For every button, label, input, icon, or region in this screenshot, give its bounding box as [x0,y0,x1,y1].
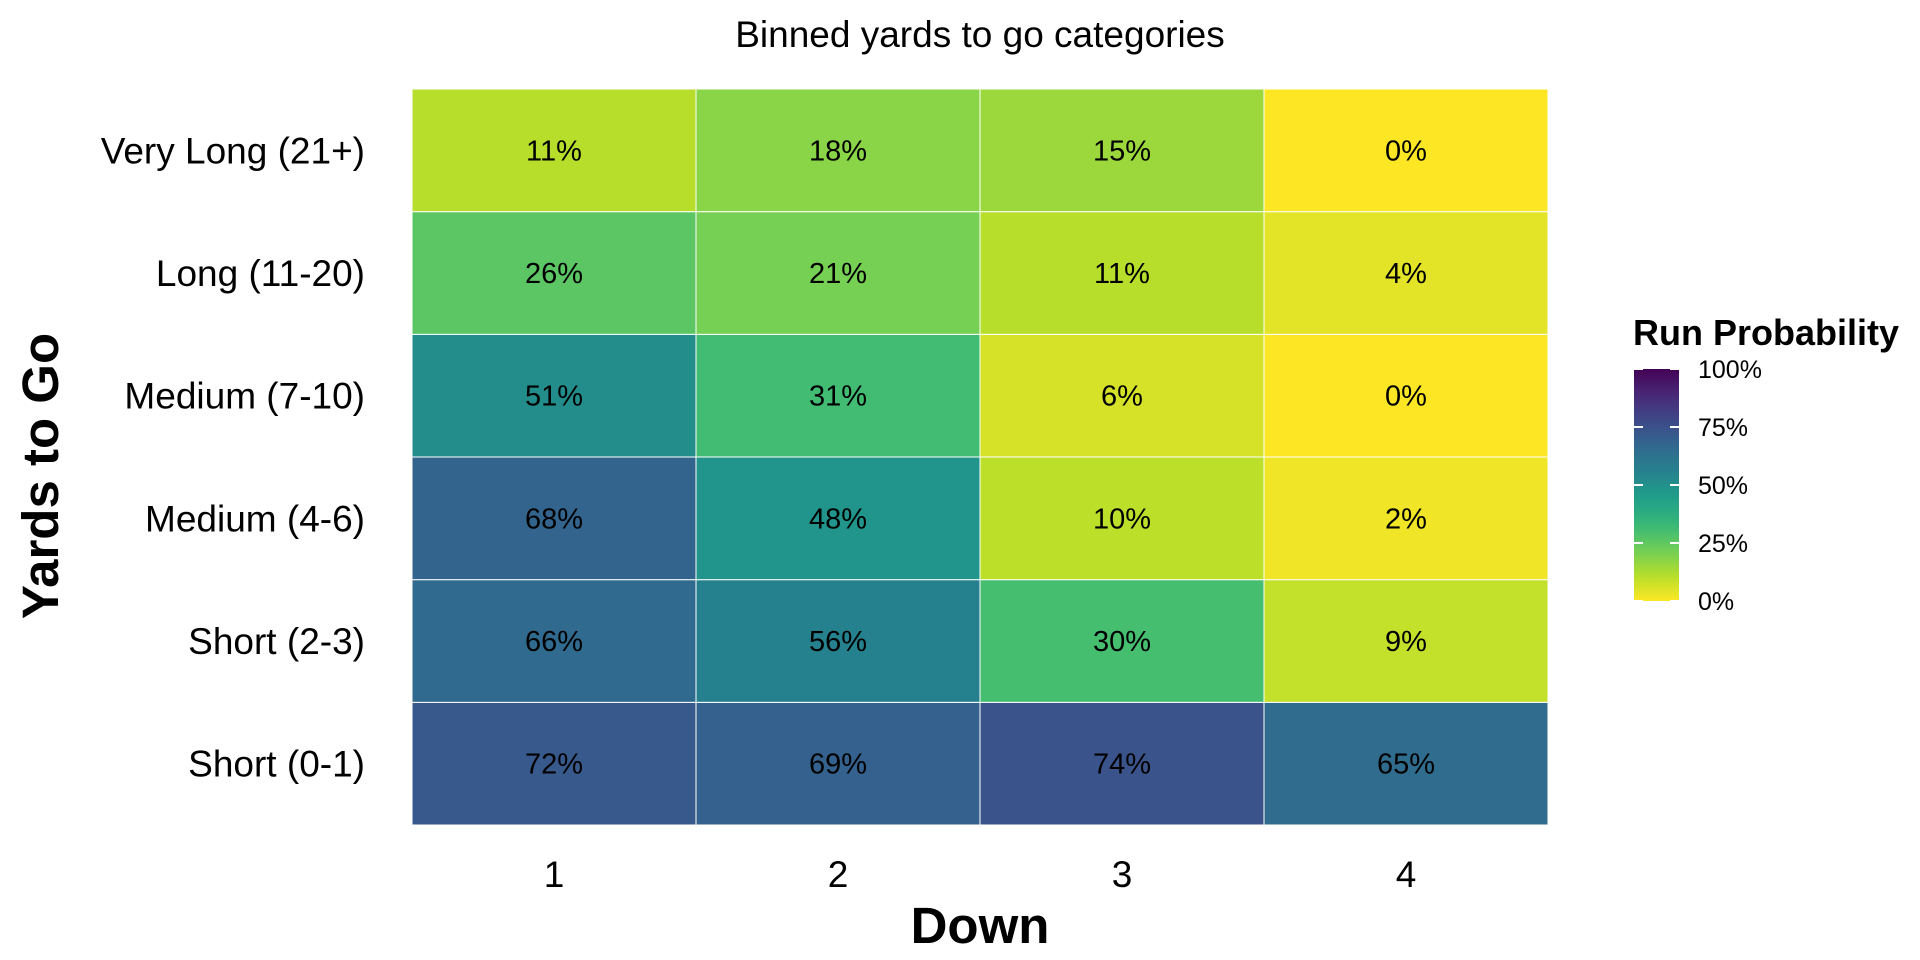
cell-value-label: 21% [809,258,867,290]
chart-title: Binned yards to go categories [735,14,1225,55]
heatmap-cell-short-0-1-down-2 [695,701,981,826]
x-tick-label-2: 2 [828,854,849,895]
x-axis-title: Down [911,897,1050,954]
heatmap-cell-medium-7-10-down-3 [979,333,1265,458]
cell-value-label: 48% [809,503,867,535]
cell-value-label: 15% [1093,135,1151,167]
heatmap-cell-short-2-3-down-3 [979,579,1265,703]
y-tick-label-medium-7-10: Medium (7-10) [124,376,365,417]
cell-value-label: 68% [525,503,583,535]
cell-value-label: 0% [1385,381,1427,413]
cell-value-label: 66% [525,626,583,658]
cell-value-label: 2% [1385,503,1427,535]
heatmap-cell-long-11-20-down-1 [411,211,697,335]
y-tick-label-very-long-21: Very Long (21+) [101,130,365,171]
heatmap-cell-medium-4-6-down-2 [695,456,981,581]
y-tick-label-medium-4-6: Medium (4-6) [145,498,365,539]
heatmap-cell-short-2-3-down-2 [695,579,981,703]
heatmap-cell-very-long-21-down-1 [411,88,697,213]
cell-value-label: 0% [1385,135,1427,167]
cell-value-label: 69% [809,749,867,781]
x-tick-label-3: 3 [1112,854,1133,895]
heatmap-cell-very-long-21-down-4 [1263,88,1549,213]
y-axis-title: Yards to Go [12,333,69,619]
legend-tick-label-25: 25% [1698,530,1748,558]
cell-value-label: 65% [1377,749,1435,781]
color-legend: Run Probability 0% 25% 50% 75% 100% [1633,312,1899,616]
heatmap-cell-very-long-21-down-2 [695,88,981,213]
legend-title: Run Probability [1633,312,1899,353]
x-axis-tick-labels: 1 2 3 4 [544,854,1417,895]
cell-value-label: 11% [1094,258,1150,290]
cell-value-label: 4% [1385,258,1427,290]
heatmap-cell-medium-4-6-down-4 [1263,456,1549,581]
y-tick-label-short-0-1: Short (0-1) [188,744,365,785]
cell-value-label: 18% [809,135,867,167]
cell-value-label: 51% [525,381,583,413]
heatmap-cell-medium-7-10-down-1 [411,333,697,458]
heatmap-cell-medium-7-10-down-4 [1263,333,1549,458]
cell-value-label: 6% [1101,381,1143,413]
cell-value-label: 72% [525,749,583,781]
cell-value-label: 10% [1093,503,1151,535]
x-tick-label-4: 4 [1396,854,1417,895]
heatmap-cell-very-long-21-down-3 [979,88,1265,213]
heatmap-cell-labels: 72% 69% 74% 65% 66% 56% 30% 9% 68% 48% 10% 2% 51% 31%… [525,135,1435,780]
cell-value-label: 74% [1093,749,1151,781]
heatmap-cell-long-11-20-down-3 [979,211,1265,335]
legend-tick-label-0: 0% [1698,588,1734,616]
heatmap-cell-short-2-3-down-4 [1263,579,1549,703]
cell-value-label: 9% [1385,626,1427,658]
cell-value-label: 26% [525,258,583,290]
legend-tick-label-100: 100% [1698,356,1762,384]
heatmap-cell-long-11-20-down-4 [1263,211,1549,335]
cell-value-label: 30% [1093,626,1151,658]
x-tick-label-1: 1 [544,854,565,895]
cell-value-label: 56% [809,626,867,658]
heatmap-cells [411,88,1549,826]
y-axis-tick-labels: Short (0-1) Short (2-3) Medium (4-6) Medium… [101,130,365,784]
legend-tick-label-75: 75% [1698,414,1748,442]
heatmap-cell-long-11-20-down-2 [695,211,981,335]
y-tick-label-long-11-20: Long (11-20) [156,253,365,294]
heatmap-cell-medium-4-6-down-1 [411,456,697,581]
heatmap-cell-short-0-1-down-4 [1263,701,1549,826]
cell-value-label: 11% [526,135,582,167]
heatmap-cell-short-2-3-down-1 [411,579,697,703]
y-tick-label-short-2-3: Short (2-3) [188,621,365,662]
cell-value-label: 31% [809,381,867,413]
legend-tick-label-50: 50% [1698,472,1748,500]
heatmap-cell-short-0-1-down-1 [411,701,697,826]
legend-ticks: 0% 25% 50% 75% 100% [1634,356,1762,616]
